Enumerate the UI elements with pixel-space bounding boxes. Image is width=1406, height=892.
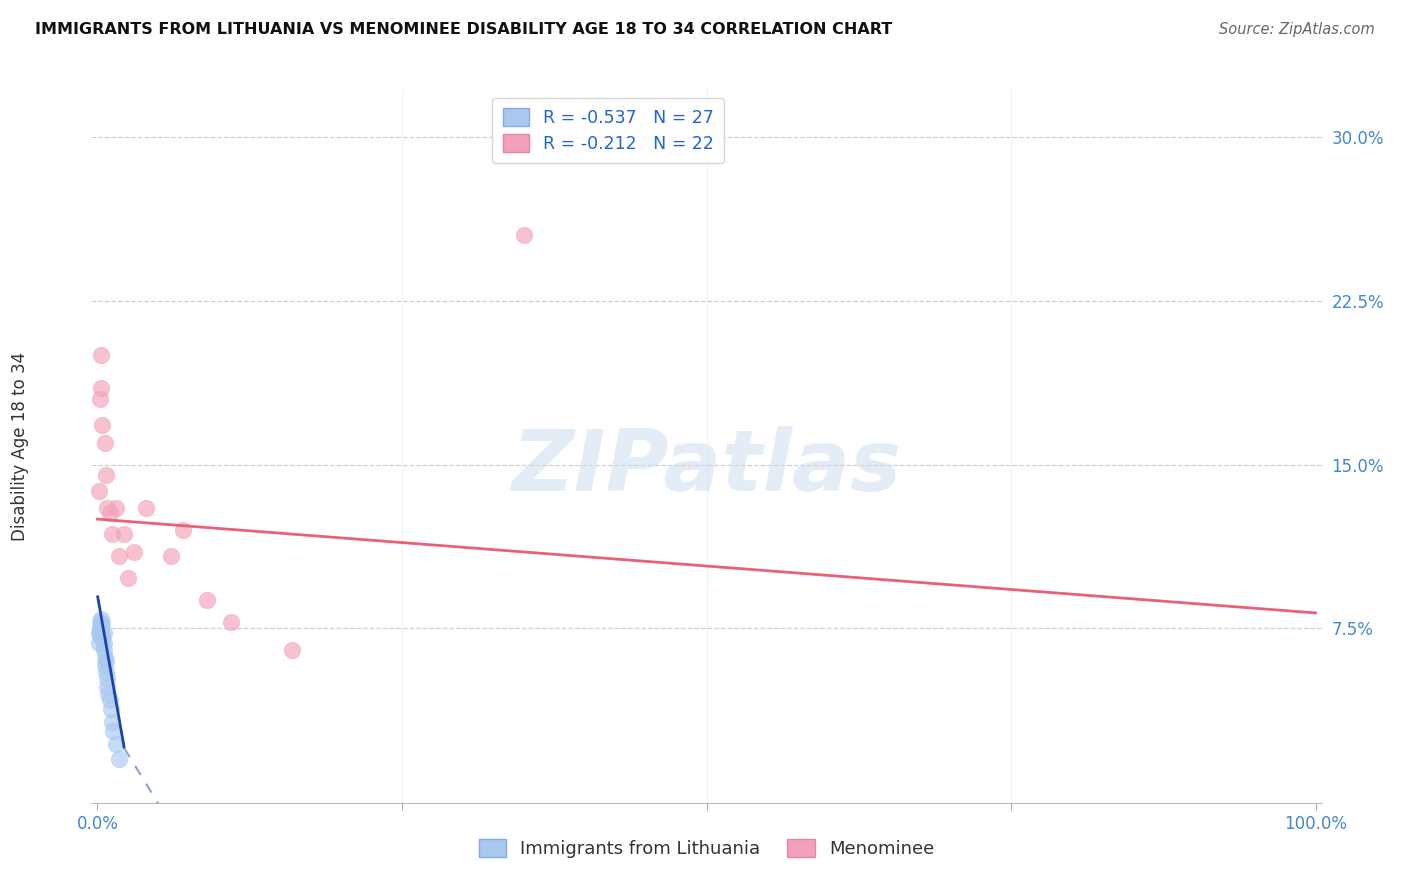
Point: [93, 625, 115, 640]
Point: [87, 483, 110, 498]
Point: [96, 672, 118, 686]
Point: [98, 506, 121, 520]
Point: [94, 658, 117, 673]
Point: [513, 228, 536, 243]
Point: [98, 693, 121, 707]
Point: [221, 615, 243, 629]
Point: [94, 435, 117, 450]
Point: [104, 737, 127, 751]
Point: [91, 628, 114, 642]
Point: [90, 624, 112, 638]
Point: [90, 348, 112, 362]
Text: ZIPatlas: ZIPatlas: [512, 425, 901, 509]
Point: [91, 418, 114, 433]
Point: [94, 665, 117, 679]
Point: [90, 381, 112, 395]
Point: [159, 549, 181, 564]
Point: [101, 714, 124, 729]
Point: [195, 592, 218, 607]
Point: [122, 545, 145, 559]
Point: [108, 549, 131, 564]
Point: [87, 625, 110, 640]
Point: [87, 636, 110, 650]
Point: [94, 468, 117, 483]
Point: [101, 527, 124, 541]
Point: [89, 628, 111, 642]
Point: [89, 392, 111, 406]
Point: [96, 501, 118, 516]
Point: [94, 654, 117, 668]
Point: [90, 612, 112, 626]
Point: [93, 643, 115, 657]
Text: Source: ZipAtlas.com: Source: ZipAtlas.com: [1219, 22, 1375, 37]
Point: [172, 523, 194, 537]
Text: IMMIGRANTS FROM LITHUANIA VS MENOMINEE DISABILITY AGE 18 TO 34 CORRELATION CHART: IMMIGRANTS FROM LITHUANIA VS MENOMINEE D…: [35, 22, 893, 37]
Point: [96, 680, 118, 694]
Point: [104, 501, 127, 516]
Point: [93, 636, 115, 650]
Point: [108, 752, 131, 766]
Point: [112, 527, 135, 541]
Point: [89, 621, 111, 635]
Point: [89, 615, 111, 629]
Point: [100, 702, 122, 716]
Point: [90, 619, 112, 633]
Point: [94, 649, 117, 664]
Y-axis label: Disability Age 18 to 34: Disability Age 18 to 34: [11, 351, 30, 541]
Point: [135, 501, 157, 516]
Point: [103, 723, 125, 738]
Point: [97, 687, 120, 701]
Point: [281, 643, 304, 657]
Point: [117, 571, 139, 585]
Legend: Immigrants from Lithuania, Menominee: Immigrants from Lithuania, Menominee: [471, 831, 942, 865]
Point: [91, 616, 114, 631]
Point: [91, 632, 114, 647]
